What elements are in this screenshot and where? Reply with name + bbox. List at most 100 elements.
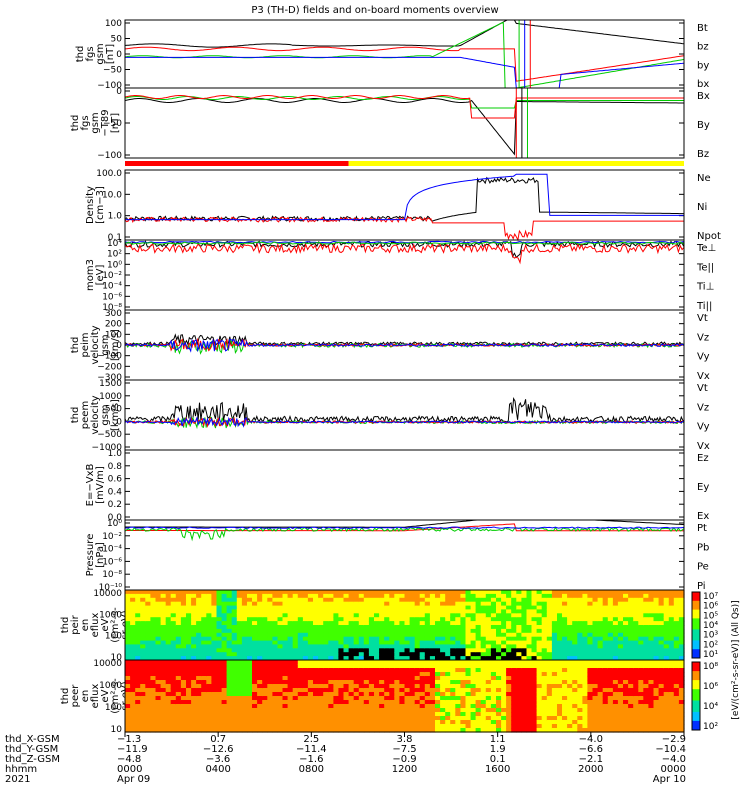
heat-cell (165, 648, 172, 653)
heat-cell (343, 621, 350, 626)
heat-cell (348, 590, 355, 595)
heat-cell (399, 597, 406, 603)
heat-cell (282, 676, 289, 681)
y-tick-label: −100 (97, 81, 122, 91)
heat-cell (201, 593, 207, 599)
heat-cell (572, 593, 578, 599)
heat-cell (277, 660, 284, 665)
heat-cell (292, 684, 299, 689)
heat-cell (409, 597, 416, 603)
heat-cell (307, 700, 314, 705)
time-axis-z-gsm: −4.8 (117, 754, 141, 765)
heat-cell (196, 712, 202, 717)
heat-cell (587, 672, 594, 677)
heat-cell (343, 724, 350, 729)
heat-cell (252, 692, 258, 697)
heat-cell (643, 688, 649, 693)
heat-cell (384, 704, 390, 709)
heat-cell (490, 601, 497, 607)
heat-cell (460, 724, 467, 729)
heat-cell (226, 652, 233, 657)
heat-cell (607, 708, 614, 713)
heat-cell (440, 617, 446, 622)
heat-cell (130, 700, 136, 705)
heat-cell (460, 625, 467, 630)
heat-cell (526, 668, 533, 673)
heat-cell (318, 605, 324, 611)
heat-cell (490, 613, 497, 618)
heat-cell (231, 684, 238, 689)
heat-cell (506, 704, 512, 709)
heat-cell (252, 632, 258, 638)
heat-cell (135, 593, 141, 599)
heat-cell (435, 621, 441, 626)
heat-cell (440, 640, 446, 646)
heat-cell (165, 672, 172, 677)
heat-cell (221, 621, 228, 626)
heat-cell (623, 644, 629, 649)
heat-cell (440, 590, 446, 595)
heat-cell (440, 676, 446, 681)
heat-cell (206, 605, 212, 611)
heat-cell (363, 625, 370, 630)
heat-cell (592, 664, 599, 669)
heat-cell (562, 605, 568, 611)
heat-cell (302, 617, 309, 622)
heat-cell (231, 724, 238, 729)
heat-cell (546, 640, 553, 646)
heat-cell (577, 660, 583, 665)
heat-cell (180, 656, 187, 661)
heat-cell (516, 676, 522, 681)
heat-cell (414, 708, 421, 713)
heat-cell (572, 676, 578, 681)
heat-cell (562, 590, 568, 595)
heat-cell (226, 660, 233, 665)
heat-cell (435, 676, 441, 681)
heat-cell (348, 668, 355, 673)
heat-cell (450, 704, 456, 709)
heat-cell (414, 660, 421, 665)
heat-cell (557, 605, 563, 611)
heat-cell (150, 692, 157, 697)
heat-cell (485, 700, 492, 705)
colorbar-cell (692, 720, 700, 724)
heat-cell (323, 613, 329, 618)
heat-cell (455, 644, 461, 649)
y-axis-label-line: (cm²-s- (110, 678, 121, 714)
heat-cell (516, 597, 522, 603)
heat-cell (546, 704, 553, 709)
heat-cell (389, 724, 395, 729)
heat-cell (404, 660, 411, 665)
heat-cell (302, 601, 309, 607)
heat-cell (353, 617, 360, 622)
heat-cell (226, 668, 233, 673)
heat-cell (541, 590, 548, 595)
heat-cell (572, 720, 578, 725)
y-tick-label: 50 (111, 35, 123, 45)
heat-cell (307, 613, 314, 618)
y-tick-label: 0.1 (108, 233, 122, 243)
heat-cell (516, 720, 522, 725)
heat-cell (282, 593, 289, 599)
heat-cell (582, 644, 589, 649)
heat-cell (368, 720, 375, 725)
heat-cell (511, 628, 517, 634)
heat-cell (333, 613, 340, 618)
heat-cell (557, 680, 563, 685)
heat-cell (211, 708, 218, 713)
heat-cell (252, 700, 258, 705)
heat-cell (623, 708, 629, 713)
heat-cell (450, 597, 456, 603)
heat-cell (348, 696, 355, 701)
heat-cell (343, 716, 350, 721)
heat-cell (277, 648, 284, 653)
heat-cell (389, 590, 395, 595)
heat-cell (328, 692, 334, 697)
heat-cell (546, 636, 553, 642)
heat-cell (338, 597, 345, 603)
heat-cell (389, 688, 395, 693)
heat-cell (191, 704, 197, 709)
heat-cell (470, 696, 477, 701)
heat-cell (252, 688, 258, 693)
heat-cell (201, 724, 207, 729)
